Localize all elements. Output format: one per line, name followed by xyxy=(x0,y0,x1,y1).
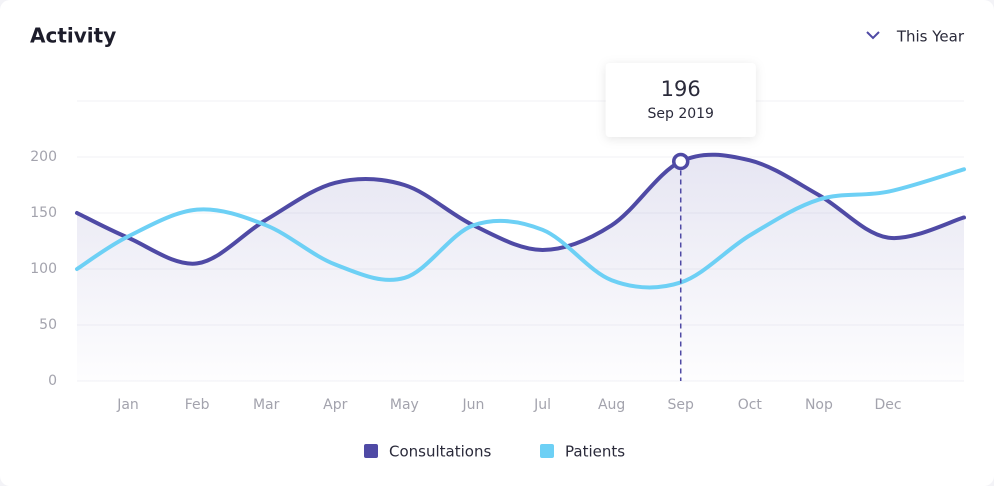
x-tick-label: Nop xyxy=(805,397,833,413)
y-tick-label: 0 xyxy=(48,373,57,389)
period-dropdown[interactable]: This Year xyxy=(896,28,965,46)
x-tick-label: May xyxy=(390,397,419,413)
line xyxy=(75,167,966,290)
x-tick-label: Mar xyxy=(253,397,280,413)
legend-label: Patients xyxy=(565,443,625,461)
hover-point xyxy=(671,152,690,171)
legend-swatch xyxy=(364,444,378,458)
y-tick-label: 50 xyxy=(39,317,57,333)
x-tick-label: Apr xyxy=(323,397,347,413)
tooltip-date: Sep 2019 xyxy=(647,106,713,122)
x-tick-label: Oct xyxy=(738,397,763,413)
x-tick-label: Jan xyxy=(116,397,139,413)
line xyxy=(75,152,966,266)
tooltip xyxy=(605,63,756,137)
legend-swatch xyxy=(540,444,554,458)
x-tick-label: Sep xyxy=(668,397,695,413)
legend-label: Consultations xyxy=(389,443,491,461)
x-tick-label: Jun xyxy=(462,397,485,413)
x-tick-label: Jul xyxy=(533,397,551,413)
x-tick-label: Feb xyxy=(185,397,210,413)
x-tick-label: Aug xyxy=(598,397,625,413)
y-tick-label: 150 xyxy=(30,205,57,221)
dropdown-chevron[interactable] xyxy=(866,31,880,40)
tooltip-value: 196 xyxy=(661,77,701,101)
y-tick-label: 200 xyxy=(30,149,57,165)
y-tick-label: 100 xyxy=(30,261,57,277)
x-tick-label: Dec xyxy=(874,397,901,413)
chart-title: Activity xyxy=(30,24,116,48)
area xyxy=(77,154,964,381)
